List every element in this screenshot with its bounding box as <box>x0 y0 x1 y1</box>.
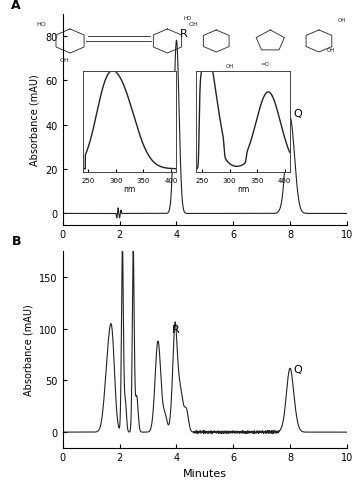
Text: HO: HO <box>184 16 192 21</box>
Text: OH: OH <box>327 48 335 53</box>
Text: R: R <box>172 324 180 334</box>
Text: Q: Q <box>294 109 303 119</box>
Text: OH: OH <box>189 22 199 27</box>
Text: OH: OH <box>60 58 69 63</box>
Text: Q: Q <box>294 364 303 375</box>
Y-axis label: Absorbance (mAU): Absorbance (mAU) <box>30 74 40 166</box>
Text: B: B <box>11 235 21 248</box>
Text: A: A <box>11 0 21 13</box>
X-axis label: Minutes: Minutes <box>183 468 227 478</box>
Text: OH: OH <box>226 64 234 69</box>
Y-axis label: Absorbance (mAU): Absorbance (mAU) <box>24 304 34 395</box>
Text: HO: HO <box>36 22 46 27</box>
Text: OH: OH <box>338 18 346 23</box>
Text: R: R <box>180 29 188 39</box>
Text: =O: =O <box>260 62 269 67</box>
